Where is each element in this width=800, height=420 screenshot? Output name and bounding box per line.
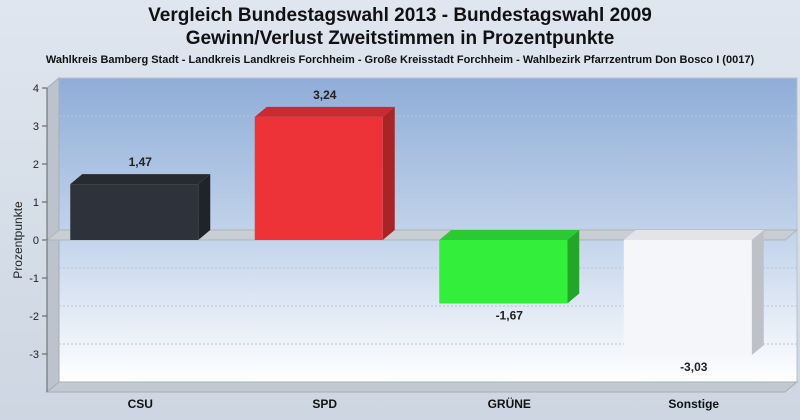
y-tick-label: 1: [33, 197, 39, 209]
bar-top: [439, 230, 580, 240]
x-tick-label: SPD: [312, 397, 337, 411]
y-tick-label: -2: [29, 311, 39, 323]
y-tick-label: -1: [29, 273, 39, 285]
y-tick-label: 2: [33, 159, 39, 171]
y-tick-label: 4: [33, 83, 39, 95]
y-axis-label: Prozentpunkte: [11, 201, 25, 279]
x-tick-label: CSU: [128, 397, 153, 411]
bar-side: [751, 230, 764, 356]
bar-top: [254, 106, 395, 117]
data-label: -3,03: [680, 360, 708, 374]
plot-floor: [45, 381, 799, 393]
data-label: -1,67: [496, 308, 524, 322]
bar-csu: [70, 184, 199, 240]
x-tick-label: GRÜNE: [488, 396, 531, 411]
data-label: 1,47: [129, 155, 153, 169]
data-label: 3,24: [313, 88, 337, 102]
chart-title-line2: Gewinn/Verlust Zweitstimmen in Prozentpu…: [185, 28, 615, 49]
bar-top: [70, 174, 211, 185]
bar-grüne: [439, 240, 568, 304]
chart-title-line1: Vergleich Bundestagswahl 2013 - Bundesta…: [148, 5, 652, 26]
bar-side: [567, 230, 580, 304]
x-tick-label: Sonstige: [668, 397, 719, 411]
y-tick-label: -3: [29, 349, 39, 361]
bar-spd: [254, 116, 383, 240]
bar-side: [382, 106, 395, 240]
y-tick-label: 3: [33, 121, 39, 133]
y-tick-label: 0: [33, 235, 39, 247]
bar-sonstige: [623, 240, 752, 356]
chart-subtitle: Wahlkreis Bamberg Stadt - Landkreis Land…: [45, 54, 755, 66]
bar-side: [198, 174, 211, 240]
bar-top: [623, 230, 764, 240]
